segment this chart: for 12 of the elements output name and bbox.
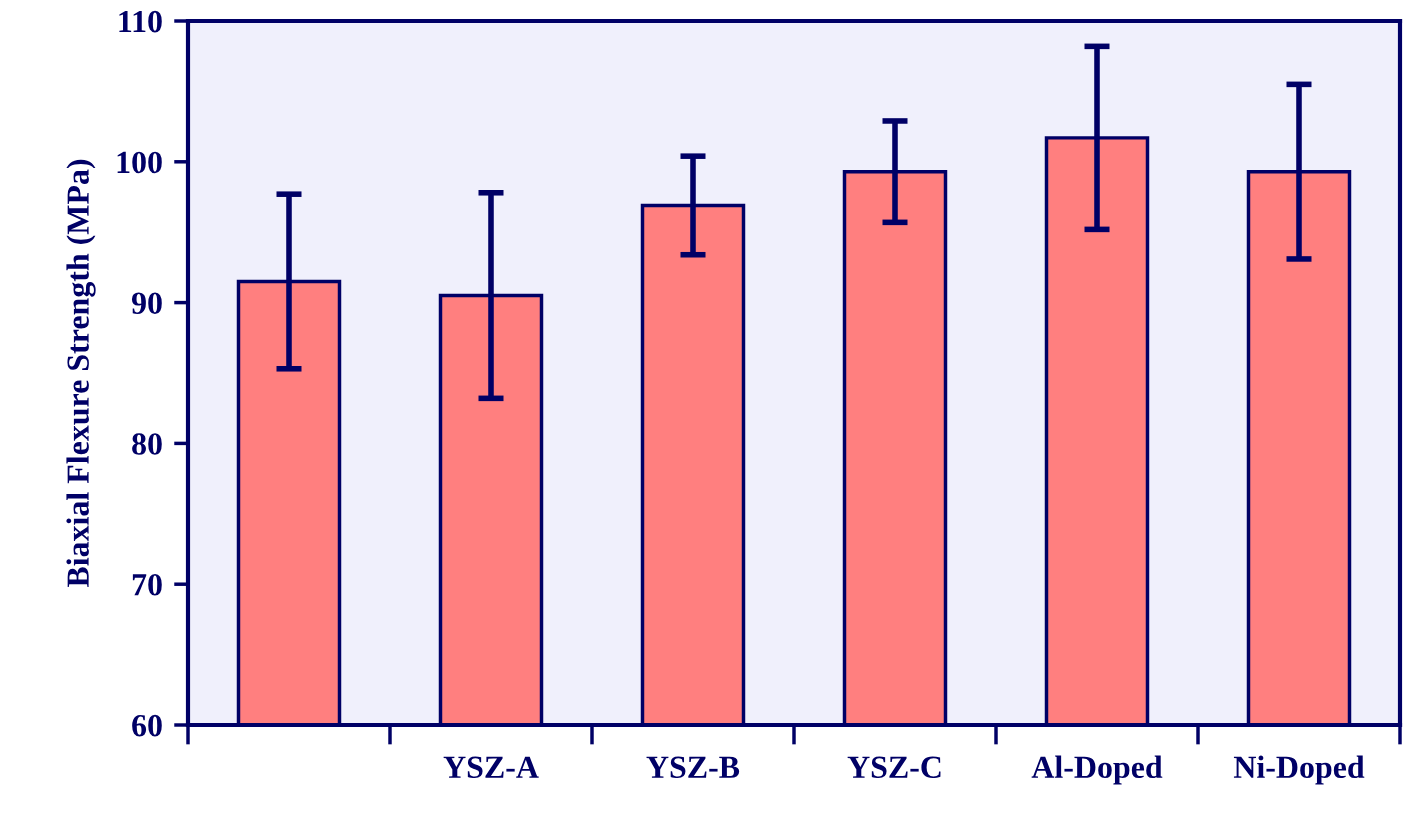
y-tick-label: 60	[132, 714, 162, 737]
y-tick-label: 80	[132, 433, 162, 455]
x-tick-label: YSZ-C	[847, 756, 941, 779]
y-tick-label: 100	[117, 151, 162, 174]
x-tick-label: YSZ-A	[443, 756, 539, 779]
y-tick-label: 110	[119, 10, 162, 33]
x-tick-label: YSZ-B	[646, 756, 740, 779]
y-tick-label: 90	[131, 292, 162, 314]
x-tick-label: Al-Doped	[1031, 755, 1163, 785]
y-tick-label: 70	[132, 574, 162, 596]
x-tick-label: Ni-Doped	[1233, 755, 1365, 785]
y-axis-title: Biaxial Flexure Strength (MPa)	[66, 159, 96, 588]
